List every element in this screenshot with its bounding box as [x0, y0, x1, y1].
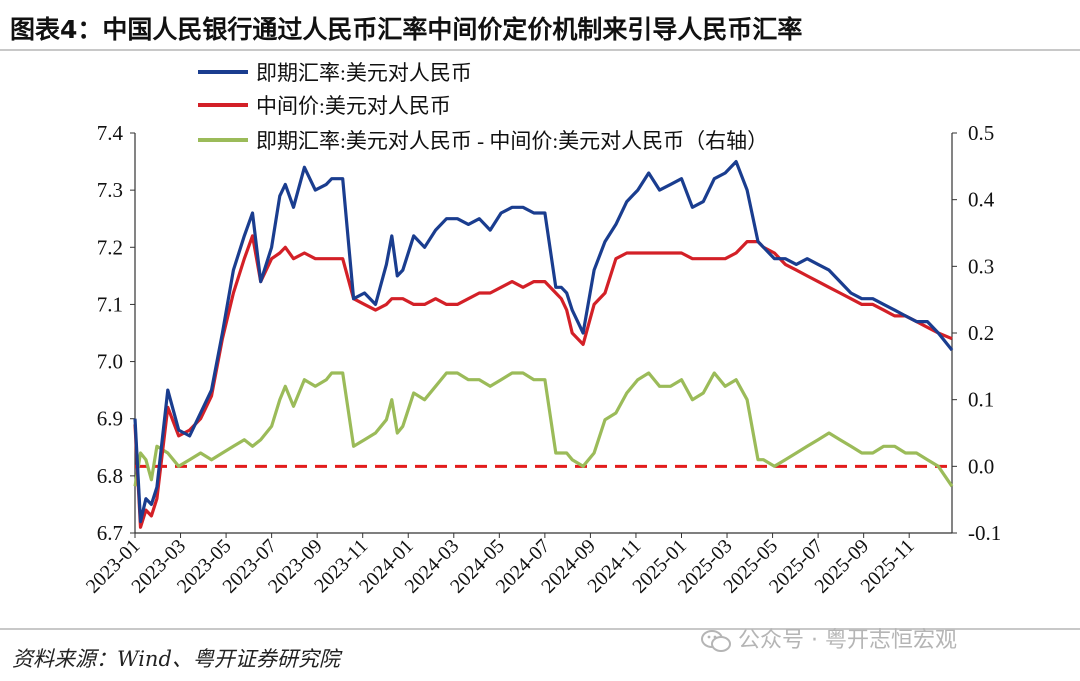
exchange-rate-chart: 7.4 7.3 7.2 7.1 7.0 6.9 6.8 6.7 0.5 0.4 0.3 0.2 0.1 0…: [82, 61, 1001, 598]
wechat-icon: [701, 630, 731, 652]
right-tick-label: 0.2: [968, 321, 994, 345]
left-tick-label: 7.1: [97, 292, 123, 316]
watermark: 公众号 · 粤开志恒宏观: [700, 622, 957, 654]
central-parity-line: [133, 234, 953, 529]
left-tick-label: 6.9: [97, 407, 123, 431]
legend-label: 中间价:美元对人民币: [256, 94, 451, 118]
right-tick-label: 0.5: [968, 121, 994, 145]
chart-title: 图表4：中国人民银行通过人民币汇率中间价定价机制来引导人民币汇率: [10, 15, 803, 44]
right-tick-label: 0.0: [968, 454, 994, 478]
legend-label: 即期汇率:美元对人民币 - 中间价:美元对人民币（右轴）: [256, 129, 768, 153]
spread-line: [133, 371, 954, 488]
right-tick-label: 0.1: [968, 388, 994, 412]
source-note: 资料来源：Wind、粤开证券研究院: [12, 647, 340, 671]
left-tick-label: 6.8: [97, 464, 123, 488]
left-tick-label: 7.0: [97, 350, 123, 374]
left-tick-label: 7.3: [97, 178, 123, 202]
legend-label: 即期汇率:美元对人民币: [256, 61, 472, 85]
right-tick-label: 0.3: [968, 254, 994, 278]
right-tick-label: 0.4: [968, 188, 995, 212]
right-tick-label: -0.1: [968, 521, 1001, 545]
left-tick-label: 7.4: [97, 121, 124, 145]
top-divider: [0, 49, 1080, 51]
left-tick-label: 7.2: [97, 235, 123, 259]
left-tick-label: 6.7: [97, 521, 123, 545]
series-layer: [133, 160, 954, 529]
spot-rate-line: [133, 160, 954, 524]
watermark-text: 公众号 · 粤开志恒宏观: [738, 628, 957, 653]
bottom-divider: [0, 628, 1080, 630]
